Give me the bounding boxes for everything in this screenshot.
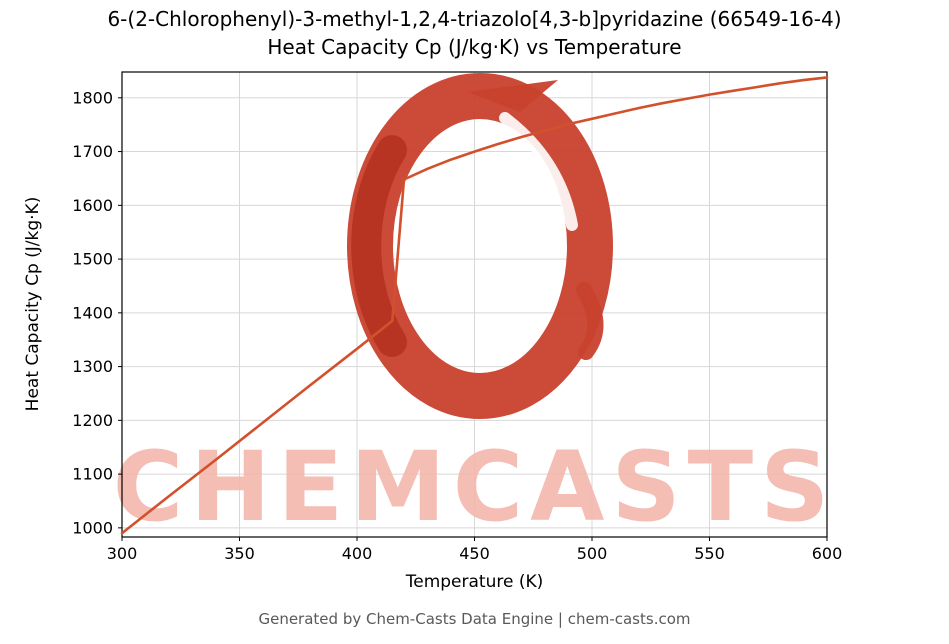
x-tick-label: 600 bbox=[812, 544, 843, 563]
y-tick-label: 1600 bbox=[72, 196, 113, 215]
x-tick-label: 300 bbox=[107, 544, 138, 563]
x-tick-label: 400 bbox=[342, 544, 373, 563]
cp-data-line bbox=[120, 76, 829, 535]
x-tick-label: 450 bbox=[459, 544, 490, 563]
y-tick-label: 1300 bbox=[72, 357, 113, 376]
chemcasts-logo-ring-accent bbox=[351, 135, 407, 357]
chart-title-compound: 6-(2-Chlorophenyl)-3-methyl-1,2,4-triazo… bbox=[107, 7, 842, 31]
x-tick-label: 550 bbox=[694, 544, 725, 563]
y-axis-label: Heat Capacity Cp (J/kg·K) bbox=[23, 196, 43, 412]
y-tick-label: 1100 bbox=[72, 465, 113, 484]
y-tick-label: 1500 bbox=[72, 250, 113, 269]
footer-attribution: Generated by Chem-Casts Data Engine | ch… bbox=[258, 610, 691, 628]
chart-title-measure: Heat Capacity Cp (J/kg·K) vs Temperature bbox=[267, 35, 682, 59]
x-tick-label: 500 bbox=[577, 544, 608, 563]
watermark-text: CHEMCASTS bbox=[113, 431, 836, 543]
y-tick-label: 1000 bbox=[72, 518, 113, 537]
x-tick-label: 350 bbox=[224, 544, 255, 563]
y-tick-label: 1800 bbox=[72, 88, 113, 107]
chemcasts-logo-highlight bbox=[499, 112, 578, 231]
y-tick-label: 1700 bbox=[72, 142, 113, 161]
y-tick-label: 1400 bbox=[72, 303, 113, 322]
chemcasts-logo-flick bbox=[576, 282, 604, 360]
chemcasts-logo-stroke-start bbox=[468, 80, 558, 112]
x-axis-label: Temperature (K) bbox=[405, 572, 544, 592]
y-tick-label: 1200 bbox=[72, 411, 113, 430]
